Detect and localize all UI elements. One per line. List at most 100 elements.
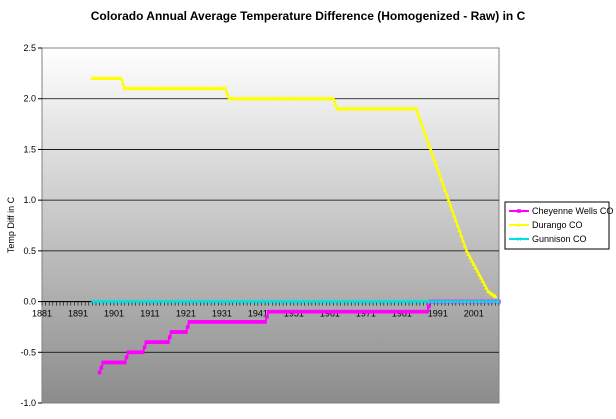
series-layer xyxy=(90,76,501,375)
data-point xyxy=(234,299,239,304)
data-point xyxy=(108,299,113,304)
data-point xyxy=(180,299,185,304)
data-point xyxy=(191,299,196,304)
data-point xyxy=(158,299,163,304)
legend-item: Cheyenne Wells CO xyxy=(509,206,613,216)
data-point xyxy=(230,299,235,304)
data-point xyxy=(277,299,282,304)
data-point xyxy=(489,299,494,304)
data-point xyxy=(291,299,296,304)
data-point xyxy=(473,265,478,270)
legend-item: Durango CO xyxy=(509,220,583,230)
data-point xyxy=(241,299,246,304)
x-tick-label: 1921 xyxy=(176,309,196,319)
data-point xyxy=(516,222,522,227)
data-point xyxy=(320,299,325,304)
data-point xyxy=(120,81,126,86)
data-point xyxy=(426,141,432,146)
data-point xyxy=(144,299,149,304)
data-point xyxy=(399,299,404,304)
y-tick-label: 1.5 xyxy=(23,144,36,154)
data-point xyxy=(324,299,329,304)
data-point xyxy=(457,299,462,304)
data-point xyxy=(371,299,375,304)
legend-label: Gunnison CO xyxy=(532,234,587,244)
plot-area xyxy=(41,47,500,404)
data-point xyxy=(353,299,357,304)
chart-title: Colorado Annual Average Temperature Diff… xyxy=(91,9,526,23)
data-point xyxy=(451,212,457,217)
data-point xyxy=(349,299,354,304)
data-point xyxy=(263,299,268,304)
data-point xyxy=(444,192,450,197)
x-tick-label: 1991 xyxy=(428,309,448,319)
data-point xyxy=(439,177,444,182)
data-point xyxy=(130,299,134,304)
data-point xyxy=(410,299,415,304)
data-point xyxy=(517,209,521,213)
data-point xyxy=(119,299,124,304)
data-point xyxy=(425,309,429,314)
data-point xyxy=(468,299,473,304)
data-point xyxy=(151,299,156,304)
data-point xyxy=(194,299,199,304)
data-point xyxy=(403,299,408,304)
data-point xyxy=(184,299,188,304)
data-point xyxy=(433,162,439,167)
data-point xyxy=(118,76,124,81)
x-tick-label: 2001 xyxy=(464,309,484,319)
data-point xyxy=(184,330,188,334)
data-point xyxy=(263,320,267,324)
data-point xyxy=(517,237,521,241)
data-point xyxy=(166,340,170,344)
data-point xyxy=(421,126,426,131)
data-point xyxy=(415,111,421,116)
x-tick-label: 1951 xyxy=(284,309,304,319)
data-point xyxy=(442,187,448,192)
data-point xyxy=(281,299,286,304)
data-point xyxy=(450,299,455,304)
data-point xyxy=(414,106,419,111)
data-point xyxy=(435,167,441,172)
data-point xyxy=(435,299,440,304)
data-point xyxy=(115,299,120,304)
data-point xyxy=(464,299,469,304)
data-point xyxy=(363,299,368,304)
data-point xyxy=(265,314,269,319)
data-point xyxy=(167,335,172,339)
data-point xyxy=(455,223,460,228)
data-point xyxy=(133,299,138,304)
data-point xyxy=(356,299,361,304)
data-point xyxy=(460,238,466,243)
data-point xyxy=(252,299,257,304)
data-point xyxy=(266,299,271,304)
data-point xyxy=(479,299,483,304)
data-point xyxy=(448,202,453,207)
data-point xyxy=(223,86,228,91)
data-point xyxy=(461,299,465,304)
data-point xyxy=(432,157,437,162)
data-point xyxy=(439,299,444,304)
data-point xyxy=(457,228,462,233)
data-point xyxy=(437,172,442,177)
data-point xyxy=(367,299,372,304)
x-tick-label: 1911 xyxy=(140,309,159,319)
x-tick-label: 1931 xyxy=(212,309,232,319)
data-point xyxy=(464,248,469,253)
data-point xyxy=(360,299,365,304)
y-tick-label: -1.0 xyxy=(20,398,36,408)
data-point xyxy=(284,299,289,304)
data-point xyxy=(450,207,455,212)
data-point xyxy=(428,147,433,152)
data-point xyxy=(198,299,203,304)
data-point xyxy=(480,278,486,283)
data-point xyxy=(482,282,487,287)
data-point xyxy=(299,299,304,304)
data-point xyxy=(342,299,347,304)
data-point xyxy=(396,299,401,304)
legend-item: Gunnison CO xyxy=(509,234,587,244)
data-point xyxy=(414,299,419,304)
data-point xyxy=(216,299,221,304)
data-point xyxy=(427,304,431,309)
